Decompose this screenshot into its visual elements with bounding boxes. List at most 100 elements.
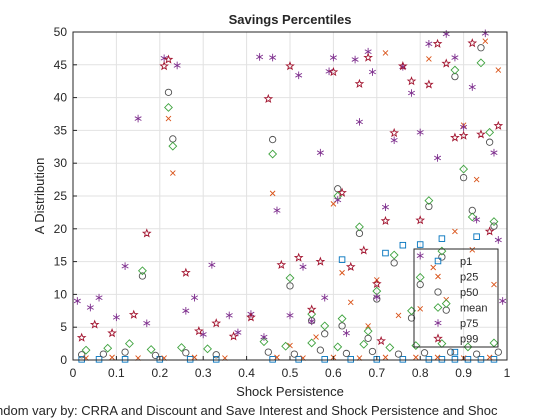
p99-point [450,132,460,142]
p50-point [368,347,377,356]
p75-point [269,53,277,62]
p75-point [473,215,481,224]
p75-point [460,123,468,131]
p75-point [373,293,381,301]
y-tick-label: 45 [54,58,68,72]
mean-point [177,343,186,352]
legend-label-p25: p25 [460,272,478,284]
p25-point [452,228,458,235]
mean-point [476,58,486,68]
p50-point [420,349,429,357]
mean-point [485,127,495,137]
legend-label-p99: p99 [460,334,478,346]
p75-point [86,303,94,312]
x-tick-label: 0.6 [325,366,342,380]
footer-caption: ndom vary by: CRRA and Discount and Save… [0,403,498,418]
p75-point [325,67,333,76]
p1-point [212,356,220,363]
p99-point [380,215,391,226]
p1-point [416,241,424,248]
p75-point [334,196,342,204]
p50-point [425,202,433,211]
p75-point [368,68,376,76]
p99-point [228,331,239,341]
p99-point [276,259,287,269]
p75-point [416,251,424,260]
p75-point [442,30,450,38]
p75-point [316,148,324,157]
p75-point [134,114,142,123]
p25-point [191,354,198,361]
p25-point [486,354,493,361]
p25-point [365,323,371,329]
y-tick-label: 15 [54,255,68,269]
p99-point [398,61,408,71]
p75-point [490,148,498,157]
x-axis-label: Shock Persistence [236,384,344,399]
p75-point [260,333,268,341]
p25-point [495,67,502,73]
p50-point [494,348,502,356]
mean-point [320,321,330,331]
mean-point [450,65,460,75]
p75-point [425,40,433,48]
mean-point [437,246,447,256]
p1-point [473,233,480,240]
p99-point [432,38,443,48]
p99-point [285,61,295,71]
p99-point [76,332,87,342]
mean-point [333,342,343,352]
mean-point [138,266,147,276]
p75-point [342,329,350,337]
p99-point [424,79,434,89]
legend-marker-p99 [433,333,443,343]
mean-point [424,196,434,206]
p99-point [484,226,495,236]
p50-point [321,330,329,338]
p75-point [408,89,416,97]
legend-label-p50: p50 [460,287,478,299]
x-tick-label: 0.7 [368,366,385,380]
x-tick-label: 0 [70,366,77,380]
y-tick-label: 40 [54,91,68,105]
legend-marker-p50 [434,288,442,296]
p50-point [78,351,86,359]
p50-point [212,351,220,359]
legend-label-p1: p1 [460,256,472,268]
p50-point [182,349,190,357]
mean-point [337,314,347,324]
p50-point [390,259,398,267]
p50-point [138,272,147,280]
mean-point [385,343,395,352]
p25-point [330,201,337,207]
p1-point [338,256,346,263]
p99-point [354,78,365,88]
mean-point [124,339,134,349]
p75-point [329,53,337,62]
p99-point [363,52,373,62]
legend-marker-p75 [434,319,442,327]
p1-point [347,356,355,363]
p1-point [382,249,389,257]
mean-point [307,338,317,348]
p99-point [141,228,152,238]
p75-point [299,263,307,271]
series-mean [81,58,499,355]
x-tick-label: 0.4 [238,366,255,380]
p1-point [425,356,433,363]
p1-point [95,356,103,363]
p99-point [293,252,304,262]
p1-point [451,348,459,356]
mean-point [81,345,91,355]
p75-point [355,118,363,126]
p25-point [413,354,419,361]
y-tick-label: 50 [54,25,68,39]
p99-point [476,129,486,139]
mean-point [103,343,113,353]
p50-point [438,253,446,261]
p50-point [264,348,272,356]
p25-point [339,269,345,276]
p50-point [316,346,325,354]
p99-point [246,312,256,322]
x-tick-label: 0.8 [412,366,429,380]
